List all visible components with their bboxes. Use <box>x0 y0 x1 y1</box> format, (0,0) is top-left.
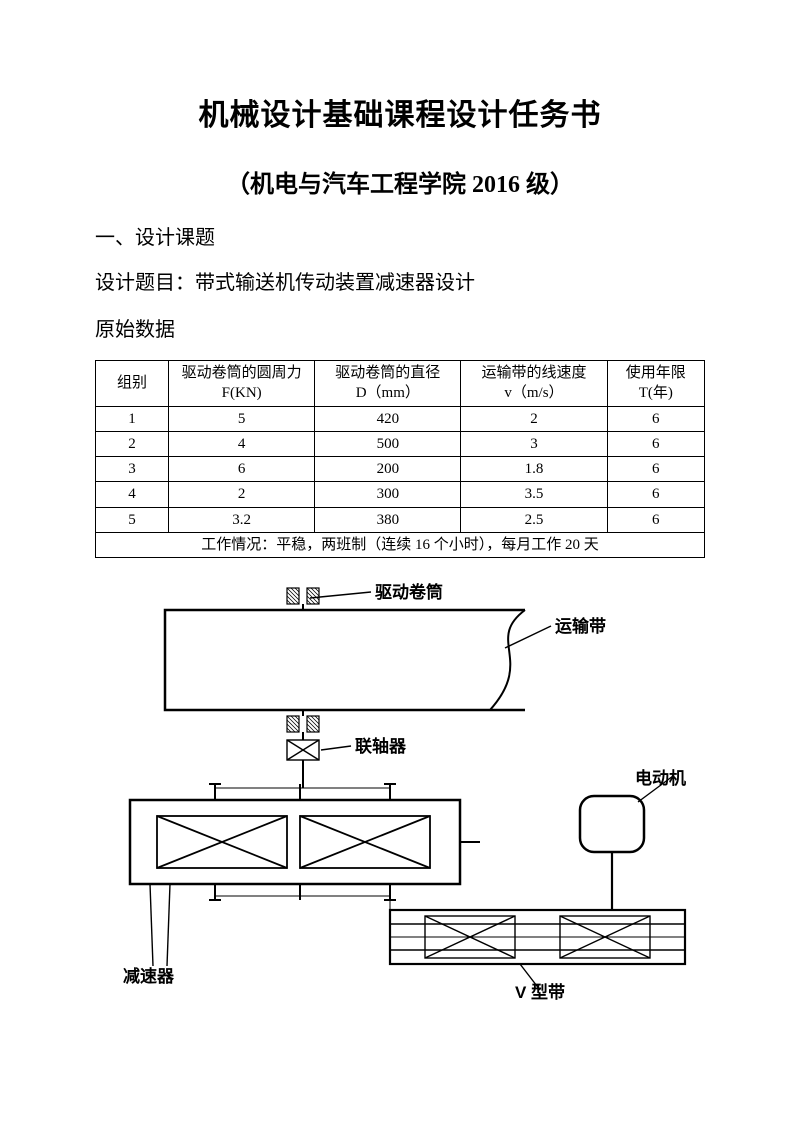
table-cell: 3.5 <box>461 482 607 507</box>
section-heading-1: 一、设计课题 <box>95 221 705 250</box>
table-cell: 2 <box>96 431 169 456</box>
table-cell: 6 <box>607 406 704 431</box>
table-cell: 6 <box>607 431 704 456</box>
table-cell: 200 <box>315 457 461 482</box>
table-footer: 工作情况：平稳，两班制（连续 16 个小时），每月工作 20 天 <box>96 532 705 557</box>
table-cell: 2 <box>461 406 607 431</box>
table-cell: 6 <box>607 482 704 507</box>
svg-text:电动机: 电动机 <box>635 768 686 788</box>
table-cell: 500 <box>315 431 461 456</box>
table-header-cell: 驱动卷筒的圆周力F(KN) <box>169 361 315 407</box>
svg-text:驱动卷筒: 驱动卷筒 <box>375 582 443 602</box>
table-cell: 3 <box>461 431 607 456</box>
table-row: 1542026 <box>96 406 705 431</box>
table-cell: 3.2 <box>169 507 315 532</box>
raw-data-label: 原始数据 <box>95 313 705 342</box>
page-subtitle: （机电与汽车工程学院 2016 级） <box>95 164 705 199</box>
table-header-cell: 驱动卷筒的直径D（mm） <box>315 361 461 407</box>
table-header-cell: 组别 <box>96 361 169 407</box>
design-topic: 设计题目：带式输送机传动装置减速器设计 <box>95 266 705 295</box>
svg-text:联轴器: 联轴器 <box>355 736 407 756</box>
table-cell: 3 <box>96 457 169 482</box>
table-row: 423003.56 <box>96 482 705 507</box>
table-cell: 6 <box>607 507 704 532</box>
schematic-diagram: 驱动卷筒运输带联轴器电动机减速器 V 型带 <box>95 578 705 1008</box>
table-cell: 4 <box>169 431 315 456</box>
table-cell: 6 <box>607 457 704 482</box>
page-title: 机械设计基础课程设计任务书 <box>95 90 705 134</box>
table-row: 2450036 <box>96 431 705 456</box>
table-header-cell: 使用年限T(年) <box>607 361 704 407</box>
table-cell: 420 <box>315 406 461 431</box>
table-cell: 2 <box>169 482 315 507</box>
table-cell: 5 <box>169 406 315 431</box>
table-cell: 4 <box>96 482 169 507</box>
table-cell: 1 <box>96 406 169 431</box>
data-table: 组别驱动卷筒的圆周力F(KN)驱动卷筒的直径D（mm）运输带的线速度v（m/s）… <box>95 360 705 558</box>
table-cell: 6 <box>169 457 315 482</box>
table-row: 362001.86 <box>96 457 705 482</box>
table-cell: 5 <box>96 507 169 532</box>
svg-text:V 型带: V 型带 <box>515 982 565 1002</box>
table-cell: 2.5 <box>461 507 607 532</box>
table-cell: 380 <box>315 507 461 532</box>
table-cell: 1.8 <box>461 457 607 482</box>
table-cell: 300 <box>315 482 461 507</box>
table-row: 53.23802.56 <box>96 507 705 532</box>
svg-text:运输带: 运输带 <box>555 616 606 636</box>
table-header-cell: 运输带的线速度v（m/s） <box>461 361 607 407</box>
svg-text:减速器: 减速器 <box>123 966 175 986</box>
